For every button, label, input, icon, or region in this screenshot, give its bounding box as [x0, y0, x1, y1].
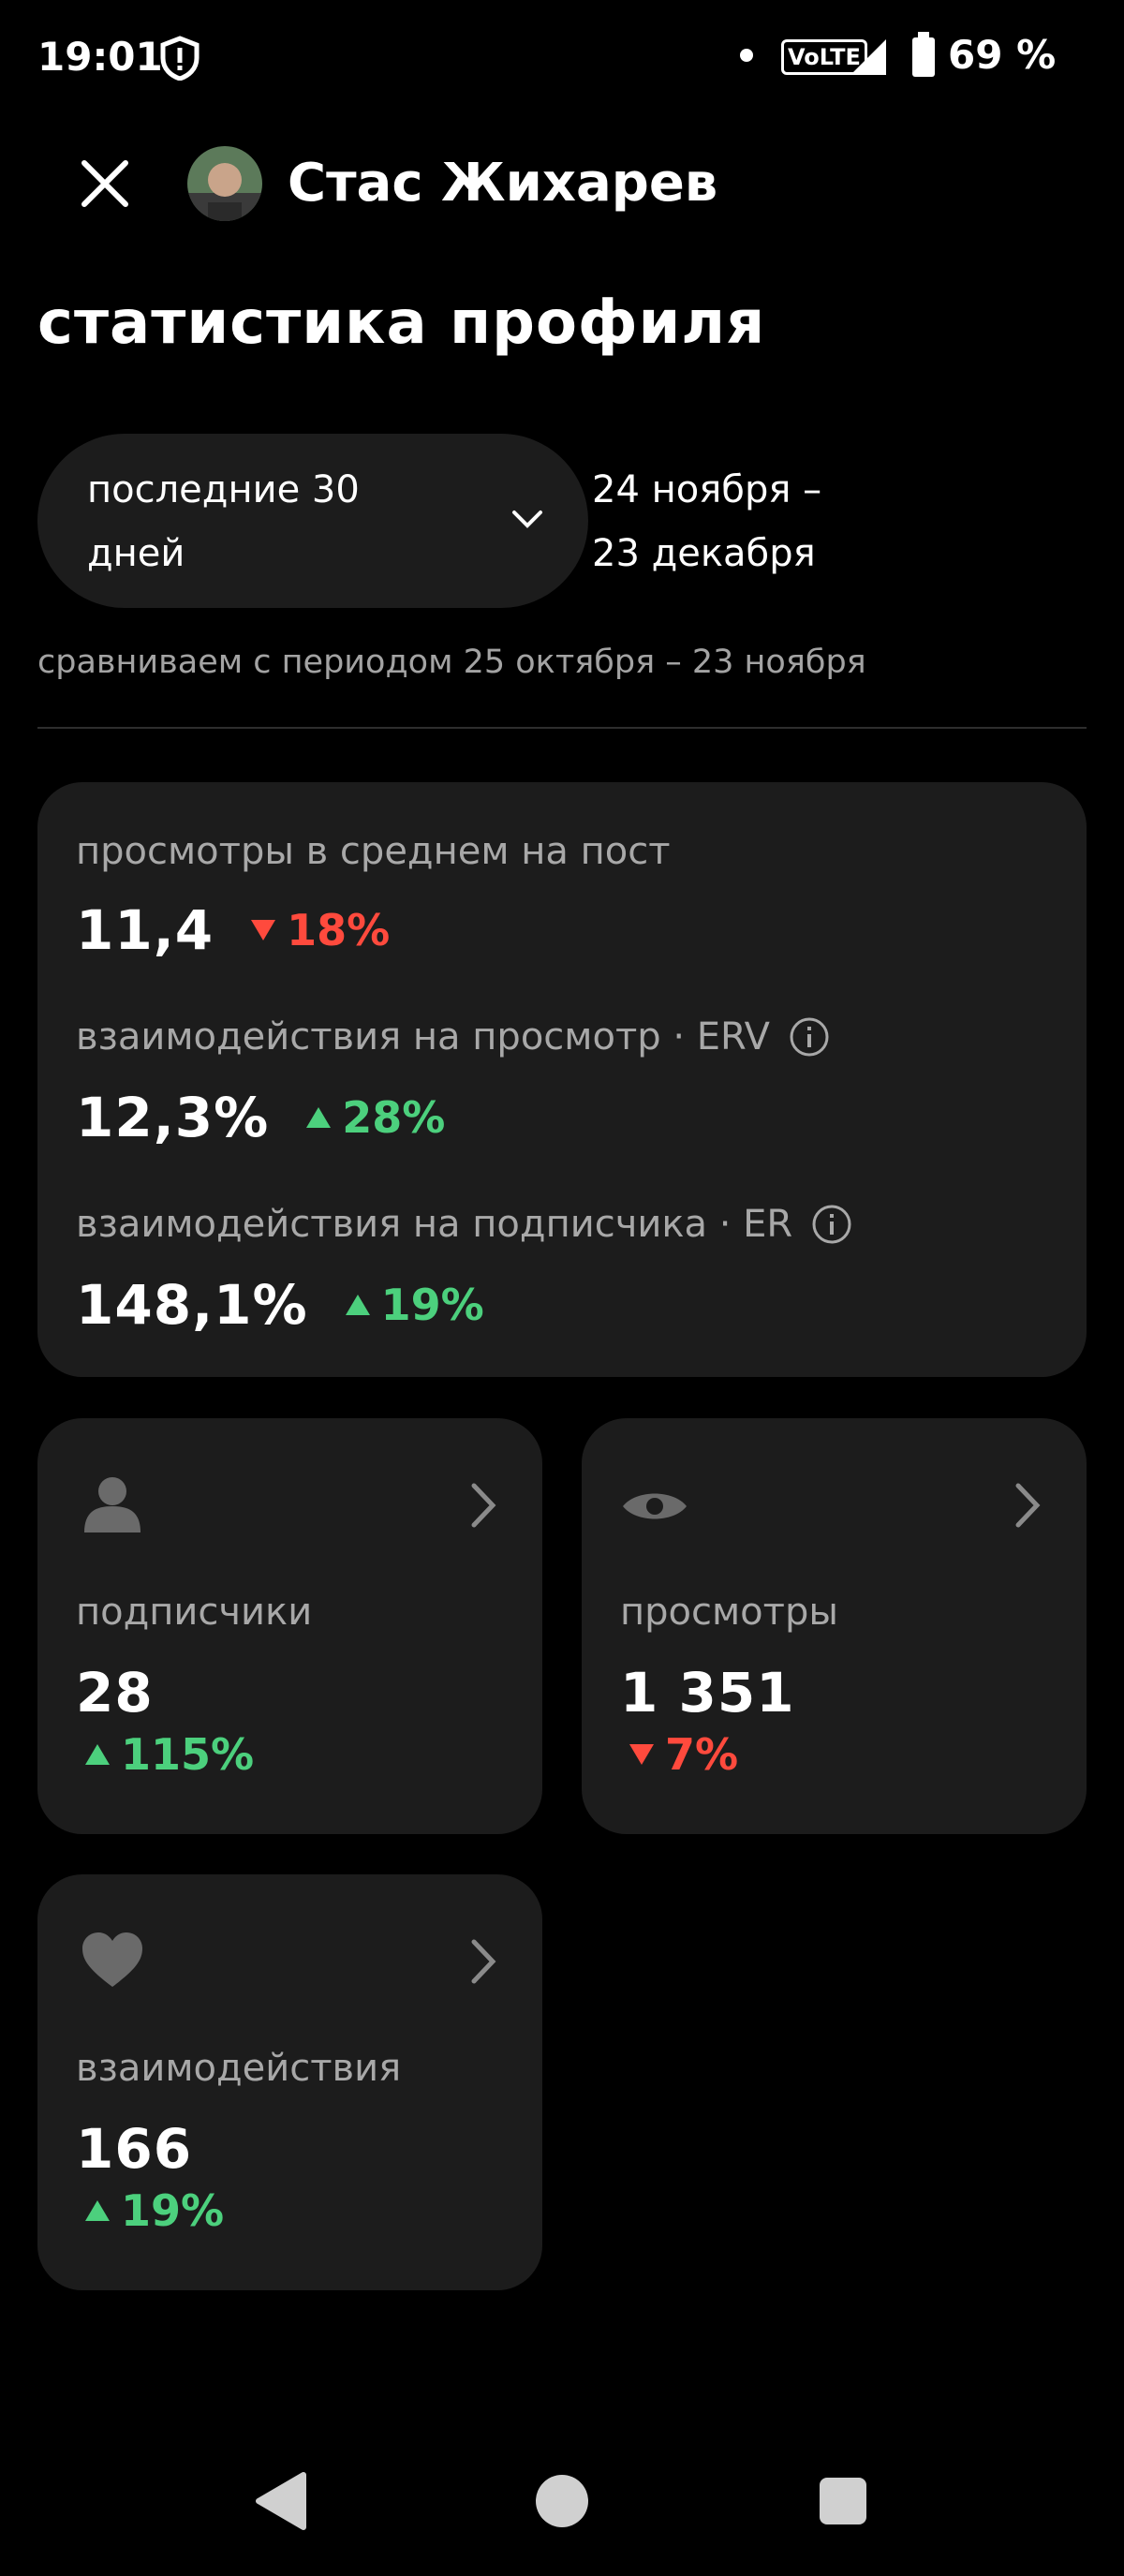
battery-level: 69 % [948, 32, 1057, 78]
compare-note: сравниваем с периодом 25 октября – 23 но… [37, 644, 866, 681]
signal-icon [850, 39, 886, 75]
trend-arrow [345, 1295, 370, 1315]
nav-home[interactable] [536, 2475, 588, 2527]
metric-row: 148,1% 19% [76, 1271, 484, 1339]
nav-back[interactable] [253, 2471, 309, 2531]
eye-icon [623, 1493, 687, 1519]
period-dropdown[interactable]: последние 30 дней [37, 434, 588, 608]
tile-label: подписчики [76, 1591, 313, 1634]
metric-label-text: взаимодействия на подписчика · ER [76, 1203, 793, 1246]
tile-label: просмотры [620, 1591, 838, 1634]
metric-label: взаимодействия на просмотр · ERV [76, 1014, 830, 1060]
period-range: 24 ноября – 23 декабря [592, 468, 822, 575]
metric-label: взаимодействия на подписчика · ER [76, 1201, 852, 1248]
heart-icon [82, 1932, 142, 1987]
tile-label: взаимодействия [76, 2047, 402, 2090]
nav-recents[interactable] [820, 2478, 866, 2524]
chevron-right [1015, 1483, 1041, 1528]
tile-value: 28 [76, 1661, 154, 1725]
tile-values: 1 351 7% [620, 1658, 795, 1782]
avatar[interactable] [187, 146, 262, 221]
metric-label-text: просмотры в среднем на пост [76, 830, 671, 873]
tile-values: 28 115% [76, 1658, 254, 1782]
tile-change: 115% [85, 1727, 254, 1782]
metric-value: 148,1% [76, 1273, 308, 1337]
trend-arrow [251, 920, 276, 940]
volte-badge: VoLTE [781, 39, 867, 75]
views-tile[interactable]: просмотры 1 351 7% [582, 1418, 1087, 1834]
change-text: 28% [342, 1092, 446, 1143]
battery-icon [912, 32, 935, 77]
tile-values: 166 19% [76, 2114, 224, 2238]
status-time: 19:01 [37, 34, 163, 80]
tile-value: 166 [76, 2117, 193, 2181]
change-text: 18% [287, 905, 391, 955]
metric-label: просмотры в среднем на пост [76, 828, 671, 875]
close-button[interactable] [81, 159, 129, 208]
shield-icon [160, 36, 200, 81]
trend-arrow [85, 2200, 110, 2221]
page-title: статистика профиля [37, 289, 766, 358]
trend-arrow [629, 1744, 654, 1765]
metric-value: 12,3% [76, 1086, 270, 1149]
change-text: 19% [121, 2185, 225, 2236]
trend-arrow [306, 1107, 332, 1128]
change-text: 115% [121, 1729, 255, 1780]
summary-card: просмотры в среднем на пост 11,4 18% взаи… [37, 782, 1087, 1377]
person-icon [84, 1477, 140, 1532]
metric-label-text: взаимодействия на просмотр · ERV [76, 1015, 771, 1059]
change-text: 19% [380, 1280, 484, 1330]
interactions-tile[interactable]: взаимодействия 166 19% [37, 1874, 542, 2290]
info-icon[interactable] [811, 1204, 852, 1245]
chevron-right [471, 1939, 496, 1984]
metric-change: 19% [345, 1280, 484, 1330]
subscribers-tile[interactable]: подписчики 28 115% [37, 1418, 542, 1834]
chevron-right [471, 1483, 496, 1528]
tile-change: 7% [629, 1727, 738, 1782]
trend-arrow [85, 1744, 110, 1765]
tile-value: 1 351 [620, 1661, 795, 1725]
notification-dot [740, 49, 753, 62]
info-icon[interactable] [789, 1016, 830, 1058]
metric-row: 12,3% 28% [76, 1084, 445, 1151]
period-selector: последние 30 дней [87, 468, 360, 575]
divider [37, 727, 1087, 729]
change-text: 7% [665, 1729, 739, 1780]
chevron-down [512, 511, 542, 528]
metric-change: 28% [306, 1092, 445, 1143]
profile-name: Стас Жихарев [288, 153, 718, 214]
tile-change: 19% [85, 2184, 224, 2238]
metric-value: 11,4 [76, 898, 214, 962]
metric-change: 18% [251, 905, 390, 955]
metric-row: 11,4 18% [76, 896, 390, 964]
